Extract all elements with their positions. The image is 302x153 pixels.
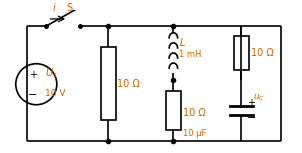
Text: 10 Ω: 10 Ω	[117, 79, 140, 89]
Bar	[234, 36, 249, 70]
Text: +: +	[29, 70, 37, 80]
Text: 10 V: 10 V	[45, 89, 65, 98]
Text: 10 Ω: 10 Ω	[251, 48, 274, 58]
Text: $U_s$: $U_s$	[45, 66, 57, 80]
Text: 10 Ω: 10 Ω	[183, 108, 205, 118]
Text: 10 μF: 10 μF	[183, 129, 206, 138]
Text: $L$: $L$	[179, 36, 186, 48]
Text: −: −	[247, 113, 256, 123]
Text: +: +	[247, 98, 255, 108]
Text: −: −	[28, 90, 37, 100]
Bar	[166, 91, 181, 130]
Bar	[101, 47, 116, 120]
Text: 1 mH: 1 mH	[179, 50, 201, 59]
Text: $u_C$: $u_C$	[253, 92, 265, 103]
Text: $i$: $i$	[52, 1, 56, 13]
Circle shape	[16, 64, 57, 105]
Text: S: S	[67, 3, 73, 13]
